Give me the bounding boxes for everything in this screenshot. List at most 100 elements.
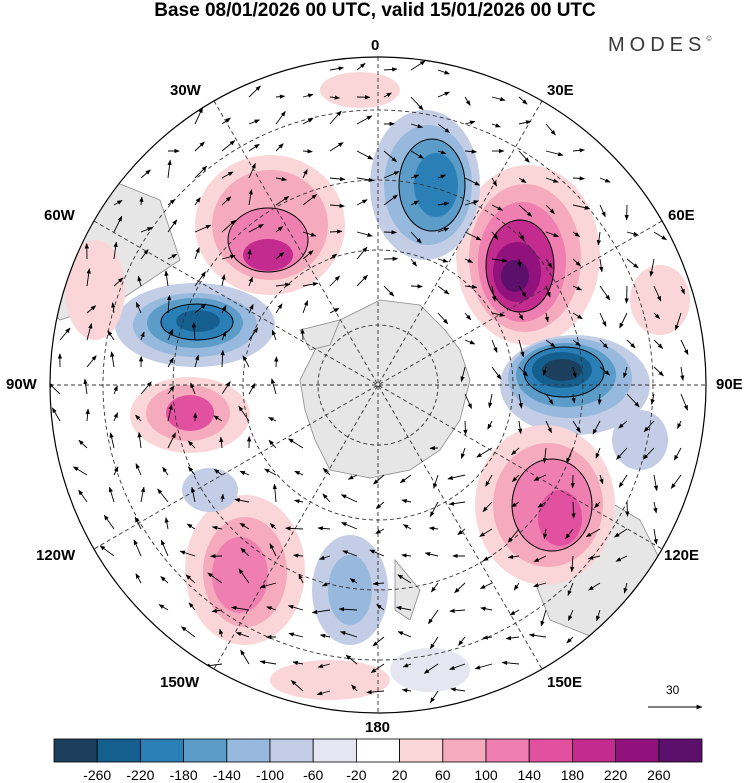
wind-arrow — [264, 468, 277, 476]
wind-arrow — [479, 582, 493, 590]
wind-arrow — [572, 366, 577, 379]
wind-arrow — [488, 393, 493, 409]
wind-arrow — [292, 553, 304, 558]
wind-arrow — [528, 633, 547, 638]
wind-arrow — [429, 636, 439, 650]
wind-arrow — [190, 382, 196, 395]
wind-arrow — [329, 66, 344, 71]
wind-arrow — [300, 328, 305, 341]
wind-arrow — [340, 494, 358, 503]
wind-arrow — [544, 312, 549, 323]
wind-arrow — [259, 582, 277, 589]
wind-arrow — [395, 606, 412, 611]
wind-arrow — [626, 339, 636, 349]
wind-arrow — [248, 143, 260, 152]
wind-arrow — [51, 407, 61, 422]
wind-arrow — [167, 159, 172, 179]
wind-arrow — [437, 312, 449, 325]
wind-arrow — [449, 663, 466, 670]
wind-arrow — [507, 528, 520, 543]
wind-arrow — [347, 474, 358, 480]
wind-arrow — [113, 277, 124, 287]
wind-arrow — [572, 204, 591, 210]
wind-arrow — [545, 123, 556, 136]
wind-arrow — [248, 383, 256, 395]
lon-label-60w: 60W — [44, 207, 75, 224]
colorbar-swatch — [399, 738, 444, 763]
wind-arrow — [642, 447, 655, 460]
wind-arrow — [383, 171, 400, 179]
wind-arrow — [518, 96, 528, 105]
wind-arrow — [321, 582, 331, 587]
wind-arrow — [275, 303, 283, 314]
wind-arrow — [275, 143, 284, 152]
wind-arrow — [545, 393, 554, 405]
wind-arrow — [113, 412, 119, 422]
wind-arrow — [329, 203, 345, 208]
wind-arrow — [59, 327, 71, 341]
wind-arrow — [545, 231, 560, 238]
wind-arrow — [248, 224, 264, 233]
wind-arrow — [625, 501, 630, 517]
colorbar-tick-label: -100 — [255, 767, 285, 783]
wind-arrow — [543, 528, 548, 540]
wind-arrow — [464, 393, 473, 409]
wind-arrow — [507, 554, 520, 560]
wind-arrow — [518, 231, 525, 241]
wind-arrow — [113, 466, 119, 476]
wind-arrow — [275, 94, 286, 99]
wind-arrow — [248, 119, 261, 125]
wind-arrow — [275, 196, 290, 206]
wind-arrow — [247, 248, 252, 260]
wind-arrow — [460, 447, 466, 460]
brand-mark: © — [706, 36, 712, 43]
wind-arrow — [485, 474, 493, 487]
wind-arrow — [518, 150, 530, 163]
graticule — [50, 57, 706, 713]
wind-arrow — [474, 663, 493, 670]
colorbar-swatch — [528, 738, 573, 763]
wind-arrow — [221, 381, 231, 395]
colorbar-tick-label: 100 — [474, 767, 498, 783]
wind-arrow — [318, 555, 331, 560]
lon-label-30e: 30E — [547, 82, 574, 99]
wind-arrow — [464, 312, 472, 321]
lon-label-90w: 90W — [6, 376, 37, 393]
wind-arrow — [302, 300, 309, 314]
wind-arrow — [410, 231, 422, 244]
wind-arrow — [518, 285, 527, 298]
lon-label-150e: 150E — [547, 674, 583, 691]
wind-arrow — [401, 688, 412, 693]
wind-arrow — [78, 439, 88, 449]
wind-arrow — [383, 67, 398, 72]
wind-arrow — [85, 408, 90, 422]
wind-arrow — [157, 488, 169, 503]
wind-arrow — [166, 294, 172, 314]
wind-arrow — [410, 258, 417, 267]
wind-arrow — [356, 150, 374, 160]
wind-arrow — [615, 555, 628, 562]
wind-arrow — [677, 420, 682, 429]
wind-arrow — [135, 463, 142, 476]
wind-arrow — [167, 219, 178, 233]
colorbar-swatch — [139, 738, 184, 763]
wind-arrow — [501, 660, 520, 666]
wind-arrow — [572, 176, 586, 181]
wind-arrow — [491, 339, 498, 353]
wind-arrow — [349, 578, 358, 584]
wind-arrow — [370, 663, 385, 674]
wind-arrow — [542, 366, 547, 376]
wind-arrow — [571, 393, 576, 404]
wind-arrow — [545, 258, 553, 269]
wind-arrow — [158, 604, 169, 611]
wind-arrow — [317, 663, 331, 669]
wind-arrow — [221, 196, 232, 206]
wind-arrow — [211, 525, 223, 531]
lon-label-0: 0 — [371, 37, 380, 54]
wind-arrow — [650, 393, 655, 405]
wind-arrow — [294, 470, 304, 476]
wind-arrow — [649, 258, 655, 277]
colorbar-tick-label: 220 — [603, 767, 628, 783]
wind-arrow — [517, 258, 522, 268]
